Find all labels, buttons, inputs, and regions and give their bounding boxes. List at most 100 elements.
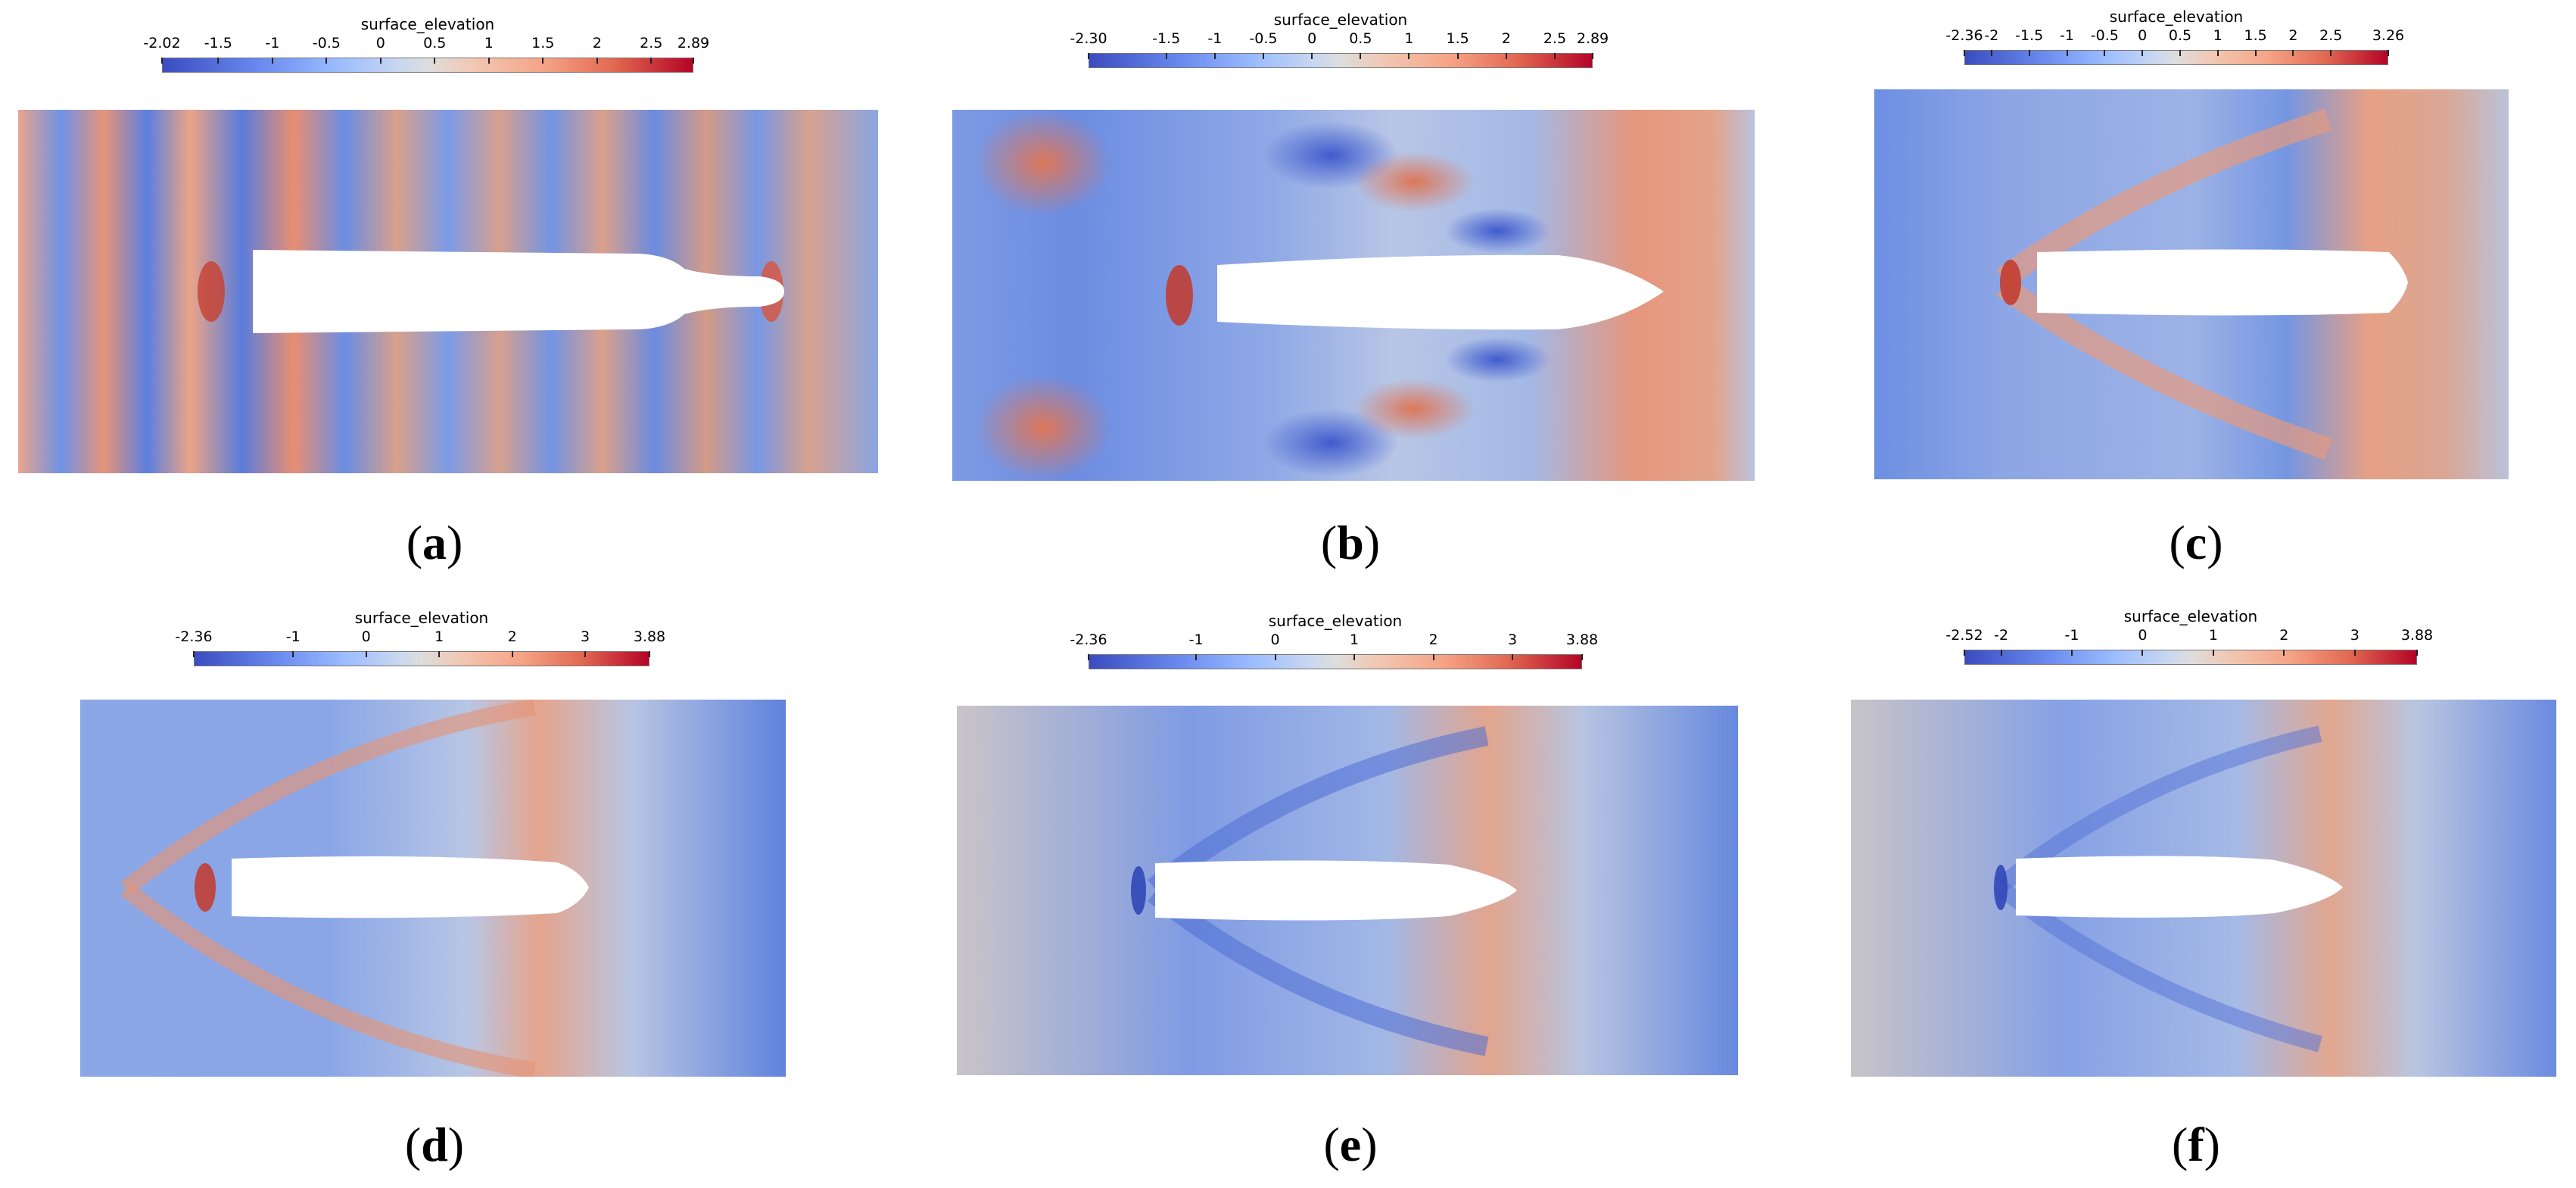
colorbar-tick-label: -0.5 — [2090, 27, 2119, 44]
colorbar-tick-label: 2.89 — [1576, 30, 1609, 47]
colorbar-tick-label: -2.36 — [1070, 631, 1107, 648]
colorbar-tick-mark — [2104, 50, 2106, 56]
colorbar-tick-label: 0.5 — [1349, 30, 1372, 47]
colorbar-tick-mark — [271, 58, 273, 64]
colorbar-tick-mark — [2212, 650, 2214, 656]
colorbar-gradient — [1089, 654, 1582, 669]
colorbar-tick-label: -1.5 — [1152, 30, 1181, 47]
colorbar-tick-mark — [1262, 53, 1264, 59]
colorbar-tick-label: 3.26 — [2372, 27, 2405, 44]
colorbar-tick-label: 2.5 — [1543, 30, 1567, 47]
colorbar-tick-mark — [2416, 650, 2418, 656]
colorbar-tick-label: 0 — [2138, 627, 2148, 644]
colorbar-tick-mark — [1213, 53, 1216, 59]
colorbar-tick-mark — [693, 58, 694, 64]
colorbar-tick-mark — [1512, 654, 1514, 660]
colorbar-tick-label: 3 — [1508, 631, 1518, 648]
colorbar-tick-label: 1 — [484, 35, 494, 51]
colorbar-tick-label: 0 — [2138, 27, 2148, 44]
colorbar-tick-mark — [542, 58, 544, 64]
panel-label-d: (d) — [404, 1118, 465, 1171]
colorbar-tick-label: -1 — [1188, 631, 1204, 648]
surface-elevation-field-d — [80, 700, 786, 1077]
surface-elevation-field-c — [1874, 89, 2509, 479]
colorbar-tick-label: 2 — [2279, 627, 2289, 644]
colorbar-tick-mark — [2292, 50, 2294, 56]
colorbar-d: surface_elevation -2.36 -1 0 1 2 3 3.88 — [175, 609, 665, 700]
colorbar-tick-label: 1.5 — [2244, 27, 2267, 44]
colorbar-tick-label: -2.02 — [143, 35, 181, 51]
colorbar-ticks: -2.30 -1.5 -1 -0.5 0 0.5 1 1.5 2 2.5 2.89 — [1070, 30, 1609, 51]
colorbar-tick-label: 1 — [1350, 631, 1360, 648]
colorbar-tick-label: 2.89 — [677, 35, 710, 51]
colorbar-tick-mark — [649, 651, 650, 657]
colorbar-ticks: -2.36 -2 -1.5 -1 -0.5 0 0.5 1 1.5 2 2.5 3.26 — [1945, 27, 2404, 48]
colorbar-tick-mark — [1964, 50, 1965, 56]
colorbar-tick-label: 1.5 — [531, 35, 555, 51]
colorbar-title: surface_elevation — [1273, 11, 1408, 29]
panel-label-e: (e) — [1323, 1118, 1378, 1171]
colorbar-tick-label: -2.36 — [1945, 27, 1983, 44]
colorbar-tick-mark — [326, 58, 328, 64]
colorbar-tick-mark — [1505, 53, 1507, 59]
colorbar-tick-mark — [1353, 654, 1356, 660]
colorbar-tick-label: 3 — [2350, 627, 2360, 644]
colorbar-tick-mark — [1408, 53, 1410, 59]
colorbar-tick-label: 0 — [361, 628, 371, 645]
colorbar-tick-label: 0 — [1270, 631, 1280, 648]
colorbar-tick-label: 2 — [1428, 631, 1438, 648]
colorbar-ticks: -2.36 -1 0 1 2 3 3.88 — [1070, 631, 1598, 653]
panel-label-f: (f) — [2172, 1118, 2220, 1171]
colorbar-tick-mark — [1311, 53, 1313, 59]
colorbar-tick-label: 2 — [2288, 27, 2298, 44]
colorbar-tick-label: -2.36 — [175, 628, 213, 645]
colorbar-tick-label: -2 — [1994, 627, 2009, 644]
colorbar-tick-mark — [511, 651, 513, 657]
colorbar-tick-label: 1 — [435, 628, 444, 645]
colorbar-tick-mark — [2283, 650, 2285, 656]
colorbar-tick-label: -0.5 — [1249, 30, 1278, 47]
colorbar-tick-label: 3 — [581, 628, 590, 645]
colorbar-tick-label: -1.5 — [2015, 27, 2044, 44]
colorbar-tick-label: 0.5 — [423, 35, 447, 51]
colorbar-tick-mark — [1088, 654, 1089, 660]
colorbar-ticks: -2.02 -1.5 -1 -0.5 0 0.5 1 1.5 2 2.5 2.89 — [143, 35, 709, 56]
colorbar-tick-label: -1 — [1207, 30, 1223, 47]
colorbar-gradient — [1964, 50, 2388, 65]
colorbar-tick-mark — [379, 58, 382, 64]
colorbar-tick-label: -1 — [2060, 27, 2074, 44]
colorbar-tick-label: 0.5 — [2168, 27, 2192, 44]
colorbar-tick-label: 1.5 — [1446, 30, 1469, 47]
colorbar-tick-mark — [2330, 50, 2332, 56]
colorbar-tick-mark — [1990, 50, 1992, 56]
surface-elevation-field-f — [1851, 700, 2556, 1077]
colorbar-tick-label: 0 — [1307, 30, 1317, 47]
colorbar-tick-mark — [2388, 50, 2389, 56]
colorbar-tick-mark — [1088, 53, 1089, 59]
colorbar-tick-label: -1 — [285, 628, 301, 645]
colorbar-tick-mark — [2254, 50, 2257, 56]
colorbar-tick-mark — [217, 58, 220, 64]
colorbar-tick-mark — [365, 651, 367, 657]
colorbar-title: surface_elevation — [1268, 612, 1403, 630]
colorbar-tick-label: 1 — [2213, 27, 2222, 44]
colorbar-tick-label: 2 — [1501, 30, 1511, 47]
colorbar-gradient — [194, 651, 649, 666]
panel-label-b: (b) — [1320, 516, 1381, 569]
colorbar-tick-mark — [596, 58, 598, 64]
colorbar-tick-mark — [2071, 650, 2073, 656]
colorbar-tick-label: -0.5 — [312, 35, 341, 51]
surface-elevation-field-e — [957, 706, 1738, 1075]
colorbar-tick-mark — [1432, 654, 1434, 660]
colorbar-title: surface_elevation — [2123, 607, 2258, 625]
panel-label-a: (a) — [406, 516, 463, 569]
colorbar-tick-label: 2 — [592, 35, 602, 51]
panel-label-c: (c) — [2169, 516, 2223, 569]
colorbar-tick-label: 1 — [2208, 627, 2218, 644]
colorbar-title: surface_elevation — [360, 15, 495, 33]
surface-elevation-field-b — [952, 110, 1755, 481]
colorbar-tick-mark — [1581, 654, 1583, 660]
colorbar-tick-mark — [2141, 650, 2144, 656]
colorbar-a: surface_elevation -2.02 -1.5 -1 -0.5 0 0.5 1 1.… — [143, 15, 709, 106]
surface-elevation-field-a — [18, 110, 878, 473]
